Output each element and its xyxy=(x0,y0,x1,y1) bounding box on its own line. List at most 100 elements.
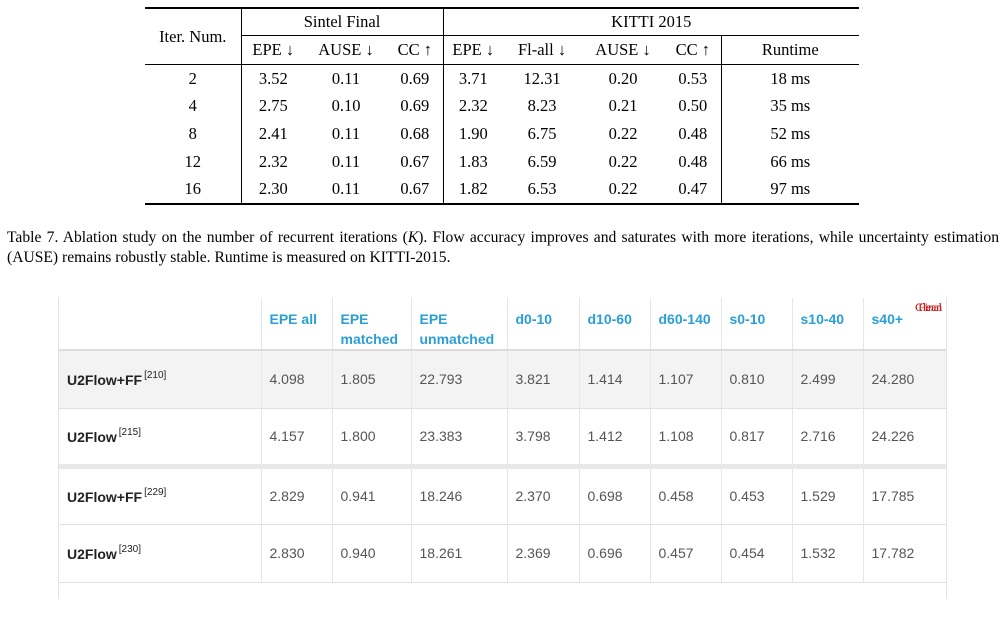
table-cell: 12.31 xyxy=(523,68,561,88)
table-cell: 0.11 xyxy=(331,151,361,171)
table-cell: 6.53 xyxy=(503,175,582,205)
pass-label: Clean xyxy=(915,302,942,314)
header-s10-40[interactable]: s10-40 xyxy=(792,298,864,351)
table-cell: 0.20 xyxy=(608,68,638,88)
kitti-group-header: KITTI 2015 xyxy=(443,7,860,36)
benchmark-table: EPE all EPE matched EPE unmatched d0-10 … xyxy=(59,298,946,583)
value-cell: 2.829 xyxy=(261,463,333,525)
caption-variable: K xyxy=(407,229,419,246)
header-epe-matched[interactable]: EPE matched xyxy=(332,298,412,351)
table-cell: 8.23 xyxy=(527,96,557,116)
value-cell: 1.529 xyxy=(792,463,864,525)
benchmark-row: U2Flow+FF [229] Clean 2.829 0.941 18.246 … xyxy=(59,302,946,525)
value-cell: 1.107 xyxy=(650,350,722,409)
table-cell: 2.32 xyxy=(458,96,488,116)
table-cell: 0.11 xyxy=(331,68,361,88)
value-cell: 0.457 xyxy=(650,524,722,583)
value-cell: 2.499 xyxy=(792,350,864,409)
table-row: 12 2.32 0.11 0.67 1.83 6.59 0.22 0.48 66… xyxy=(145,147,859,176)
table-cell: 0.50 xyxy=(665,92,722,121)
value-cell: 0.810 xyxy=(721,350,793,409)
method-reference: [215] xyxy=(118,427,142,438)
table-cell: 2.30 xyxy=(241,175,305,205)
ablation-table: Iter. Num. Sintel Final KITTI 2015 EPE ↓… xyxy=(145,7,860,205)
value-cell: 1.414 xyxy=(579,350,651,409)
header-d0-10[interactable]: d0-10 xyxy=(507,298,580,351)
table-cell: 0.67 xyxy=(387,175,444,205)
table-cell: 2 xyxy=(145,64,242,93)
col-header: Fl-all ↓ xyxy=(503,35,582,65)
benchmark-row: U2Flow [230] Clean 2.830 0.940 18.261 2.3… xyxy=(59,302,946,583)
table-cell: 97 ms xyxy=(721,175,860,205)
value-cell: 2.716 xyxy=(792,408,864,467)
table-cell: 0.47 xyxy=(665,175,722,205)
method-name[interactable]: U2Flow+FF [210] xyxy=(67,370,167,389)
table-cell: 0.21 xyxy=(608,96,638,116)
benchmark-header-row: EPE all EPE matched EPE unmatched d0-10 … xyxy=(59,298,946,351)
value-cell: 1.108 xyxy=(650,408,722,467)
method-reference: [230] xyxy=(118,544,142,555)
pass-label: Final xyxy=(918,302,942,314)
value-cell: 17.782 xyxy=(863,524,946,583)
header-s40-plus[interactable]: s40+ xyxy=(863,298,946,351)
sintel-group-header: Sintel Final xyxy=(241,7,444,36)
value-cell: 0.454 xyxy=(721,524,793,583)
value-cell: 22.793 xyxy=(411,350,508,409)
table-cell: 0.11 xyxy=(331,123,361,143)
col-header: Runtime xyxy=(721,35,860,65)
table-cell: 3.71 xyxy=(458,68,488,88)
value-cell: 1.532 xyxy=(792,524,864,583)
value-cell: 0.458 xyxy=(650,463,722,525)
header-d10-60[interactable]: d10-60 xyxy=(579,298,651,351)
value-cell: 0.696 xyxy=(579,524,651,583)
table-row: 16 2.30 0.11 0.67 1.82 6.53 0.22 0.47 97… xyxy=(145,175,860,205)
method-header xyxy=(59,298,262,351)
method-name[interactable]: U2Flow [215] xyxy=(67,427,142,445)
value-cell: 1.800 xyxy=(332,408,412,467)
value-cell: 2.830 xyxy=(261,524,333,583)
table-row: 8 2.41 0.11 0.68 1.90 6.75 0.22 0.48 52 … xyxy=(145,120,859,148)
header-d60-140[interactable]: d60-140 xyxy=(650,298,722,351)
table-cell: 0.67 xyxy=(387,147,444,176)
table-cell: 0.53 xyxy=(665,64,722,93)
value-cell: 18.261 xyxy=(411,524,508,583)
value-cell: 0.817 xyxy=(721,408,793,467)
col-header: AUSE ↓ xyxy=(581,35,666,65)
method-reference: [229] xyxy=(144,487,167,498)
table-cell: 4 xyxy=(145,92,242,121)
table-row: 2 3.52 0.11 0.69 3.71 12.31 0.20 0.53 18… xyxy=(145,64,859,93)
benchmark-screenshot: EPE all EPE matched EPE unmatched d0-10 … xyxy=(58,298,947,598)
table-cell: 2.41 xyxy=(258,123,288,143)
table-cell: 2.32 xyxy=(258,151,288,171)
table-cell: 1.83 xyxy=(458,151,488,171)
benchmark-row: U2Flow [215] Final 4.157 1.800 23.383 3.7… xyxy=(59,302,946,467)
table-cell: 0.22 xyxy=(608,151,638,171)
table-cell: 2.75 xyxy=(258,96,288,116)
header-epe-unmatched[interactable]: EPE unmatched xyxy=(411,298,508,351)
iter-header: Iter. Num. xyxy=(145,7,242,65)
table-cell: 12 xyxy=(145,147,242,176)
table-cell: 1.82 xyxy=(443,175,504,205)
method-name[interactable]: U2Flow [230] xyxy=(67,544,142,562)
table-cell: 16 xyxy=(145,175,242,205)
table-cell: 1.90 xyxy=(458,123,488,143)
table-cell: 18 ms xyxy=(770,68,811,88)
table-cell: 0.22 xyxy=(581,175,666,205)
table-cell: 6.75 xyxy=(527,123,557,143)
header-s0-10[interactable]: s0-10 xyxy=(721,298,793,351)
benchmark-row: U2Flow+FF [210] Final 4.098 1.805 22.793 … xyxy=(59,302,946,409)
caption-rest: ). Flow accuracy improves and saturates … xyxy=(7,229,999,266)
col-header: AUSE ↓ xyxy=(305,35,387,65)
method-cell: U2Flow+FF [210] Final xyxy=(59,302,942,409)
table-cell: 0.48 xyxy=(665,147,722,176)
table-cell: 0.10 xyxy=(331,96,361,116)
value-cell: 18.246 xyxy=(411,463,508,525)
table-cell: 52 ms xyxy=(770,123,811,143)
value-cell: 24.280 xyxy=(863,350,946,409)
value-cell: 1.805 xyxy=(332,350,412,409)
method-name[interactable]: U2Flow+FF [229] xyxy=(67,487,167,505)
header-epe-all[interactable]: EPE all xyxy=(261,298,333,351)
caption-lead: Table 7. Ablation study on the number of… xyxy=(7,229,408,246)
value-cell: 0.698 xyxy=(579,463,651,525)
table-cell: 6.59 xyxy=(527,151,557,171)
